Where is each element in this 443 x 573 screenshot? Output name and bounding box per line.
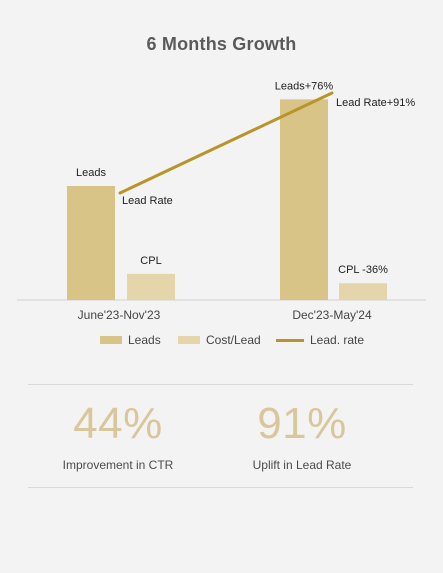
legend-item-lead-rate: Lead. rate — [276, 333, 364, 347]
legend-item-cost-lead: Cost/Lead — [178, 333, 261, 347]
point-label-lead-rate-1: Lead Rate — [122, 195, 173, 207]
stat-value-lead-rate: 91% — [257, 399, 347, 448]
legend-line-lead-rate — [276, 338, 304, 342]
legend-swatch-leads — [100, 336, 122, 344]
lead-rate-line — [118, 91, 334, 195]
growth-chart: Leads CPL June'23-Nov'23 Leads+76% CPL -36% D… — [17, 80, 426, 322]
bar-leads-1 — [67, 186, 115, 300]
chart-legend: Leads Cost/Lead Lead. rate — [0, 333, 443, 349]
legend-item-leads: Leads — [100, 333, 161, 347]
legend-label-lead-rate: Lead. rate — [310, 333, 365, 347]
bar-cost-lead-1 — [127, 273, 175, 300]
x-axis-label-2: Dec'23-May'24 — [292, 308, 372, 322]
chart-title: 6 Months Growth — [146, 34, 297, 54]
legend-swatch-cost-lead — [178, 336, 200, 344]
point-label-lead-rate-2: Lead Rate+91% — [336, 97, 415, 109]
stat-label-lead-rate: Uplift in Lead Rate — [252, 458, 352, 472]
legend-label-cost-lead: Cost/Lead — [206, 333, 261, 347]
bar-label-cost-lead-1: CPL — [140, 255, 161, 267]
bar-label-cost-lead-2: CPL -36% — [338, 264, 388, 276]
legend-label-leads: Leads — [128, 333, 161, 347]
bottom-divider — [28, 487, 413, 488]
bar-leads-2 — [280, 99, 328, 300]
bar-cost-lead-2 — [339, 283, 387, 300]
x-axis-label-1: June'23-Nov'23 — [78, 308, 161, 322]
stat-lead-rate: 91% Uplift in Lead Rate — [212, 398, 392, 472]
top-divider — [28, 384, 413, 385]
stat-ctr: 44% Improvement in CTR — [28, 398, 208, 472]
stat-label-ctr: Improvement in CTR — [62, 458, 174, 472]
stat-value-ctr: 44% — [73, 399, 163, 448]
bar-label-leads-1: Leads — [76, 167, 106, 179]
bar-label-leads-2: Leads+76% — [275, 80, 334, 92]
